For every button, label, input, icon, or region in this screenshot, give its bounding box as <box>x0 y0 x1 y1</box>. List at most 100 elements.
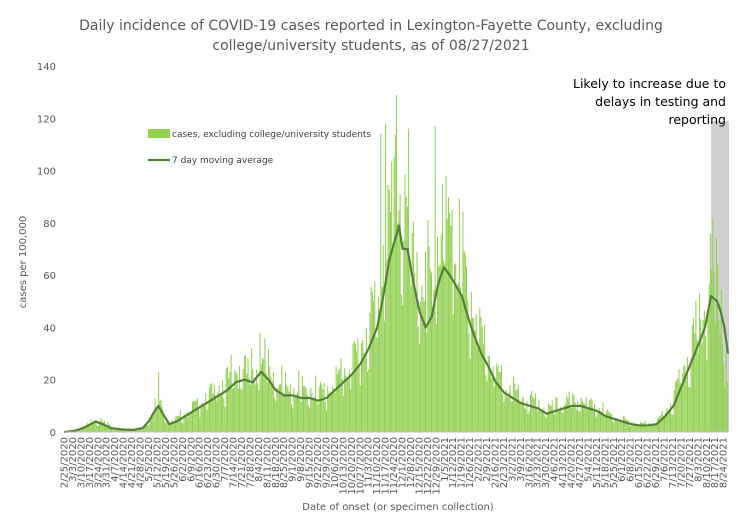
bar <box>584 403 586 432</box>
bar <box>400 294 402 432</box>
bar <box>550 406 552 432</box>
bar <box>625 419 627 432</box>
bar <box>114 429 116 432</box>
x-tick-label: 1/26/2021 <box>465 437 476 488</box>
bar <box>414 273 416 432</box>
bar <box>463 251 465 432</box>
x-tick-label: 6/30/2020 <box>212 437 223 488</box>
bar <box>79 429 81 432</box>
x-tick-label: 7/14/2020 <box>229 437 240 488</box>
bar <box>228 378 230 432</box>
bar <box>633 423 635 432</box>
bar <box>495 382 497 432</box>
x-tick-label: 3/16/2021 <box>524 437 535 488</box>
bar <box>435 324 437 432</box>
bar <box>548 402 550 432</box>
bar <box>282 394 284 432</box>
bar <box>631 422 633 432</box>
bar <box>323 382 325 432</box>
bar <box>447 197 449 432</box>
bar <box>388 189 390 432</box>
bar <box>671 414 673 432</box>
bar <box>294 395 296 432</box>
bar <box>601 411 603 432</box>
bar <box>417 326 419 432</box>
bar <box>254 384 256 432</box>
bar <box>159 400 161 432</box>
bar <box>642 423 644 432</box>
bar <box>501 365 503 432</box>
bar <box>452 314 454 432</box>
bar <box>271 380 273 432</box>
bar <box>344 367 346 432</box>
bar <box>701 343 703 432</box>
bar <box>603 414 605 432</box>
bar <box>143 424 145 432</box>
bar <box>434 126 436 432</box>
bar <box>153 415 155 432</box>
bar <box>251 348 253 432</box>
bar <box>315 375 317 432</box>
bar <box>178 415 180 432</box>
legend-line-label: 7 day moving average <box>172 156 274 166</box>
bar <box>481 326 483 432</box>
bar <box>367 371 369 432</box>
bar <box>469 358 471 432</box>
x-tick-label: 8/4/2020 <box>254 437 265 482</box>
bar <box>607 409 609 432</box>
bar <box>387 184 389 432</box>
bar <box>679 382 681 432</box>
bar <box>386 259 388 432</box>
x-tick-label: 3/23/2021 <box>533 437 544 488</box>
x-tick-label: 1/5/2021 <box>440 437 451 482</box>
bar <box>177 415 179 432</box>
bar-series <box>65 94 728 433</box>
bar <box>592 408 594 432</box>
bar <box>346 378 348 432</box>
bar <box>370 286 372 432</box>
bar <box>424 251 426 432</box>
bar <box>408 128 410 432</box>
bar <box>312 399 314 432</box>
bar <box>586 409 588 432</box>
bar <box>689 387 691 432</box>
bar <box>246 373 248 432</box>
bar <box>226 366 229 432</box>
bar <box>353 340 355 432</box>
x-tick-label: 3/10/2020 <box>76 437 87 488</box>
bar <box>714 322 716 432</box>
x-tick-label: 4/27/2021 <box>575 437 586 488</box>
bar <box>455 263 457 432</box>
bar <box>562 413 564 432</box>
bar <box>403 240 405 432</box>
bar <box>140 429 142 432</box>
bar <box>359 385 361 432</box>
bar <box>303 386 305 432</box>
bar <box>542 410 544 432</box>
bar <box>321 384 323 432</box>
bar <box>433 289 435 432</box>
bar <box>554 414 556 432</box>
bar <box>699 293 701 432</box>
y-axis-ticks: 0 20 40 60 80 100 120 140 <box>37 62 56 439</box>
bar <box>127 429 130 432</box>
bar <box>555 397 557 432</box>
bar <box>368 369 370 432</box>
x-tick-label: 8/17/2021 <box>710 437 721 488</box>
bar <box>713 272 715 432</box>
bar <box>365 327 367 432</box>
annotation-line3: reporting <box>668 112 726 127</box>
x-tick-label: 7/7/2020 <box>220 437 231 482</box>
bar <box>101 420 103 432</box>
bar <box>335 366 337 432</box>
bar <box>718 320 720 432</box>
bar <box>578 410 580 432</box>
bar <box>117 428 119 432</box>
bar <box>437 236 439 432</box>
bar <box>233 388 235 432</box>
bar <box>375 336 377 432</box>
bar <box>283 396 285 432</box>
bar <box>231 388 233 432</box>
chart-title-line2: college/university students, as of 08/27… <box>212 38 529 54</box>
bar <box>278 384 280 432</box>
